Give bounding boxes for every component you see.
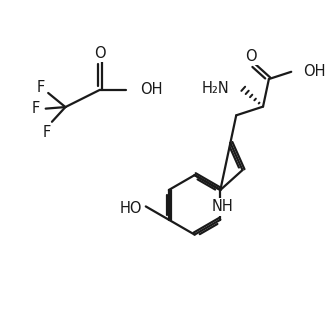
Text: F: F <box>32 101 40 116</box>
Text: H₂N: H₂N <box>201 81 229 96</box>
Text: NH: NH <box>212 199 234 214</box>
Text: OH: OH <box>140 82 162 97</box>
Text: HO: HO <box>119 201 142 216</box>
Text: O: O <box>246 49 257 64</box>
Text: F: F <box>36 80 45 95</box>
Text: OH: OH <box>303 64 326 79</box>
Text: F: F <box>43 125 51 140</box>
Text: O: O <box>94 46 106 61</box>
